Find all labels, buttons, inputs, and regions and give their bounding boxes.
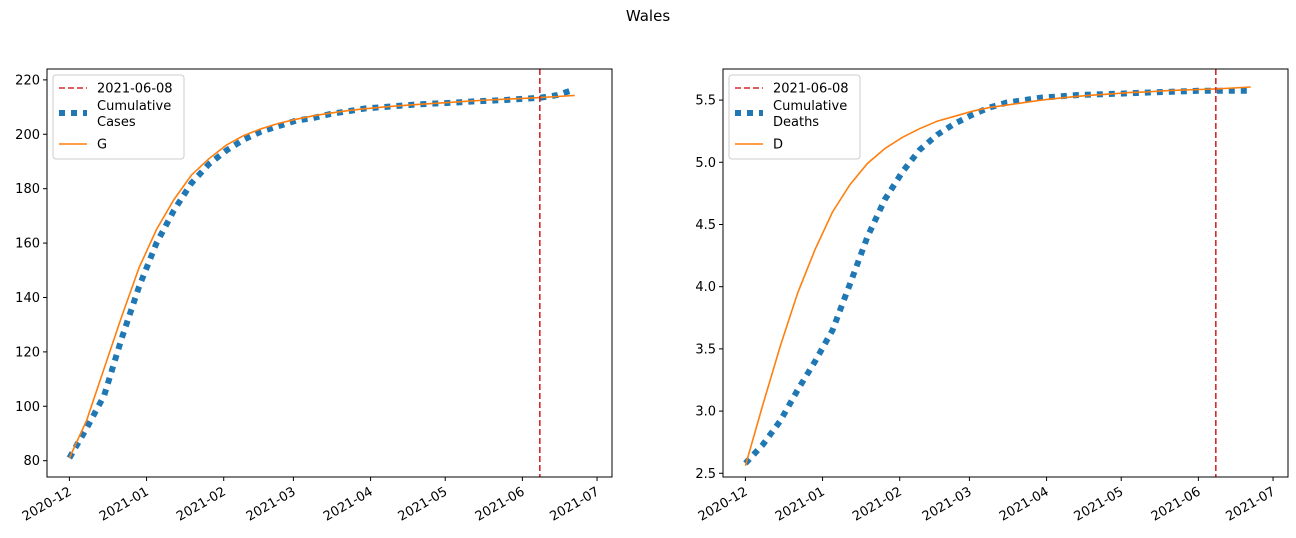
y-tick-label: 160 [15, 237, 40, 252]
legend-observed-label: Deaths [773, 115, 819, 130]
x-tick-label: 2021-07 [1224, 484, 1279, 524]
x-tick-label: 2021-06 [473, 484, 528, 524]
legend-box [728, 74, 861, 160]
legend-observed-label: Cumulative [97, 99, 171, 114]
x-tick-label: 2021-07 [548, 484, 603, 524]
y-tick-label: 5.5 [695, 94, 716, 109]
legend-model-label: D [773, 138, 783, 153]
x-tick-label: 2021-04 [321, 484, 376, 524]
y-tick-label: 5.0 [695, 156, 716, 171]
y-tick-label: 3.0 [695, 405, 716, 420]
y-tick-label: 180 [15, 182, 40, 197]
legend-observed-label: Cumulative [773, 99, 847, 114]
y-tick-label: 4.0 [695, 280, 716, 295]
series-model-line [744, 86, 1251, 467]
x-tick-label: 2021-05 [396, 484, 451, 524]
x-tick-label: 2021-01 [773, 484, 828, 524]
legend-box [52, 74, 185, 160]
x-tick-label: 2021-02 [174, 484, 229, 524]
legend-vline-label: 2021-06-08 [97, 82, 173, 97]
x-tick-label: 2020-12 [696, 484, 751, 524]
x-tick-label: 2021-06 [1149, 484, 1204, 524]
legend-vline-label: 2021-06-08 [773, 82, 849, 97]
x-tick-label: 2021-02 [850, 484, 905, 524]
axes-frame [722, 68, 1289, 478]
x-tick-label: 2021-03 [244, 484, 299, 524]
x-tick-label: 2020-12 [20, 484, 75, 524]
y-tick-label: 2.5 [695, 467, 716, 482]
plot-area [66, 69, 576, 477]
y-tick-label: 220 [15, 73, 40, 88]
x-tick-label: 2021-03 [920, 484, 975, 524]
legend-model-label: G [97, 138, 107, 153]
chart-deaths: 2.5 3.0 3.5 4.0 4.5 5.0 5.5 2020-12 2021-01 2021-… [695, 68, 1289, 525]
plot-area [743, 69, 1251, 477]
y-tick-label: 200 [15, 128, 40, 143]
y-tick-label: 4.5 [695, 218, 716, 233]
x-tick-label: 2021-04 [997, 484, 1052, 524]
series-model-line [68, 94, 575, 459]
figure-title: Wales [625, 7, 671, 25]
axes-frame [46, 68, 613, 478]
y-tick-label: 3.5 [695, 342, 716, 357]
y-tick-label: 120 [15, 345, 40, 360]
y-tick-label: 80 [23, 454, 40, 469]
legend-observed-label: Cases [97, 115, 136, 130]
x-tick-label: 2021-01 [97, 484, 152, 524]
chart-cases: 80 100 120 140 160 180 200 220 2020-12 2021-01 202… [15, 68, 613, 525]
y-tick-label: 100 [15, 400, 40, 415]
x-tick-label: 2021-05 [1072, 484, 1127, 524]
y-tick-label: 140 [15, 291, 40, 306]
